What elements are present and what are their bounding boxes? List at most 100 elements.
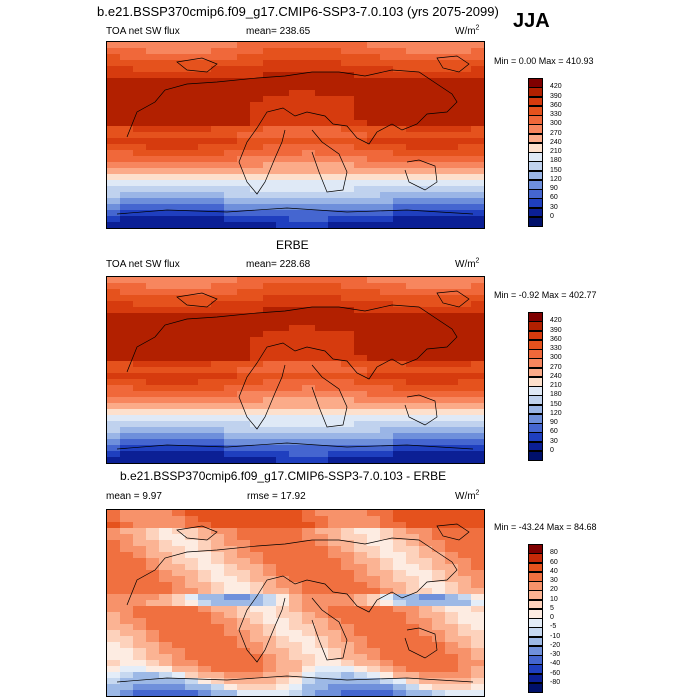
colorbar-tick-label: 150 — [550, 166, 562, 174]
field-cell — [432, 397, 446, 404]
field-cell — [419, 204, 433, 211]
field-cell — [302, 54, 316, 61]
field-cell — [419, 409, 433, 416]
field-cell — [419, 457, 433, 463]
field-cell — [419, 331, 433, 338]
field-cell — [341, 570, 355, 577]
field-cell — [432, 138, 446, 145]
field-cell — [393, 277, 407, 284]
field-cell — [250, 156, 264, 163]
field-cell — [458, 439, 472, 446]
field-cell — [120, 295, 134, 302]
field-cell — [198, 48, 212, 55]
field-cell — [315, 289, 329, 296]
field-cell — [237, 534, 251, 541]
field-cell — [354, 289, 368, 296]
field-cell — [172, 397, 186, 404]
field-cell — [172, 102, 186, 109]
field-cell — [315, 642, 329, 649]
field-cell — [380, 391, 394, 398]
field-cell — [120, 594, 134, 601]
field-cell — [341, 78, 355, 85]
field-cell — [159, 180, 173, 187]
field-cell — [250, 522, 264, 529]
field-cell — [380, 192, 394, 199]
field-cell — [172, 582, 186, 589]
field-cell — [159, 96, 173, 103]
field-cell — [276, 108, 290, 115]
field-cell — [419, 630, 433, 637]
field-cell — [250, 618, 264, 625]
field-cell — [406, 630, 420, 637]
field-cell — [224, 186, 238, 193]
field-cell — [315, 445, 329, 452]
field-cell — [419, 108, 433, 115]
field-cell — [302, 678, 316, 685]
field-cell — [354, 630, 368, 637]
field-cell — [107, 630, 121, 637]
field-cell — [458, 60, 472, 67]
field-cell — [211, 612, 225, 619]
field-cell — [302, 144, 316, 151]
field-cell — [276, 540, 290, 547]
field-cell — [380, 54, 394, 61]
field-cell — [237, 174, 251, 181]
field-cell — [315, 648, 329, 655]
field-cell — [445, 558, 459, 565]
field-cell — [237, 600, 251, 607]
field-cell — [315, 186, 329, 193]
field-cell — [107, 343, 121, 350]
field-cell — [224, 672, 238, 679]
field-cell — [133, 516, 147, 523]
field-cell — [250, 90, 264, 97]
colorbar-tick-label: 240 — [550, 372, 562, 380]
field-cell — [120, 636, 134, 643]
field-cell — [458, 624, 472, 631]
field-cell — [458, 570, 472, 577]
field-cell — [107, 576, 121, 583]
field-cell — [406, 576, 420, 583]
field-cell — [354, 367, 368, 374]
field-cell — [237, 660, 251, 667]
field-cell — [393, 594, 407, 601]
field-cell — [302, 672, 316, 679]
field-cell — [237, 642, 251, 649]
field-cell — [289, 277, 303, 284]
field-cell — [107, 174, 121, 181]
field-cell — [289, 168, 303, 175]
field-cell — [419, 522, 433, 529]
field-cell — [328, 409, 342, 416]
field-cell — [224, 666, 238, 673]
field-cell — [211, 102, 225, 109]
field-cell — [354, 433, 368, 440]
field-cell — [107, 510, 121, 517]
field-cell — [185, 78, 199, 85]
field-cell — [341, 457, 355, 463]
field-cell — [328, 666, 342, 673]
field-cell — [458, 558, 472, 565]
field-cell — [250, 564, 264, 571]
field-cell — [133, 54, 147, 61]
field-cell — [172, 373, 186, 380]
field-cell — [380, 204, 394, 211]
field-cell — [276, 301, 290, 308]
field-cell — [393, 42, 407, 49]
field-cell — [211, 666, 225, 673]
field-cell — [211, 120, 225, 127]
field-cell — [250, 457, 264, 463]
field-cell — [133, 672, 147, 679]
field-cell — [289, 301, 303, 308]
panel1-colorbar: 420 390 360 330 300 270 240 210 180 150 120 90 60 30 0 — [528, 78, 588, 227]
field-cell — [133, 546, 147, 553]
field-cell — [146, 540, 160, 547]
field-cell — [159, 48, 173, 55]
field-cell — [250, 204, 264, 211]
field-cell — [315, 331, 329, 338]
field-cell — [250, 648, 264, 655]
field-cell — [146, 186, 160, 193]
field-cell — [419, 385, 433, 392]
field-cell — [406, 624, 420, 631]
field-cell — [133, 66, 147, 73]
field-cell — [172, 108, 186, 115]
field-cell — [432, 391, 446, 398]
